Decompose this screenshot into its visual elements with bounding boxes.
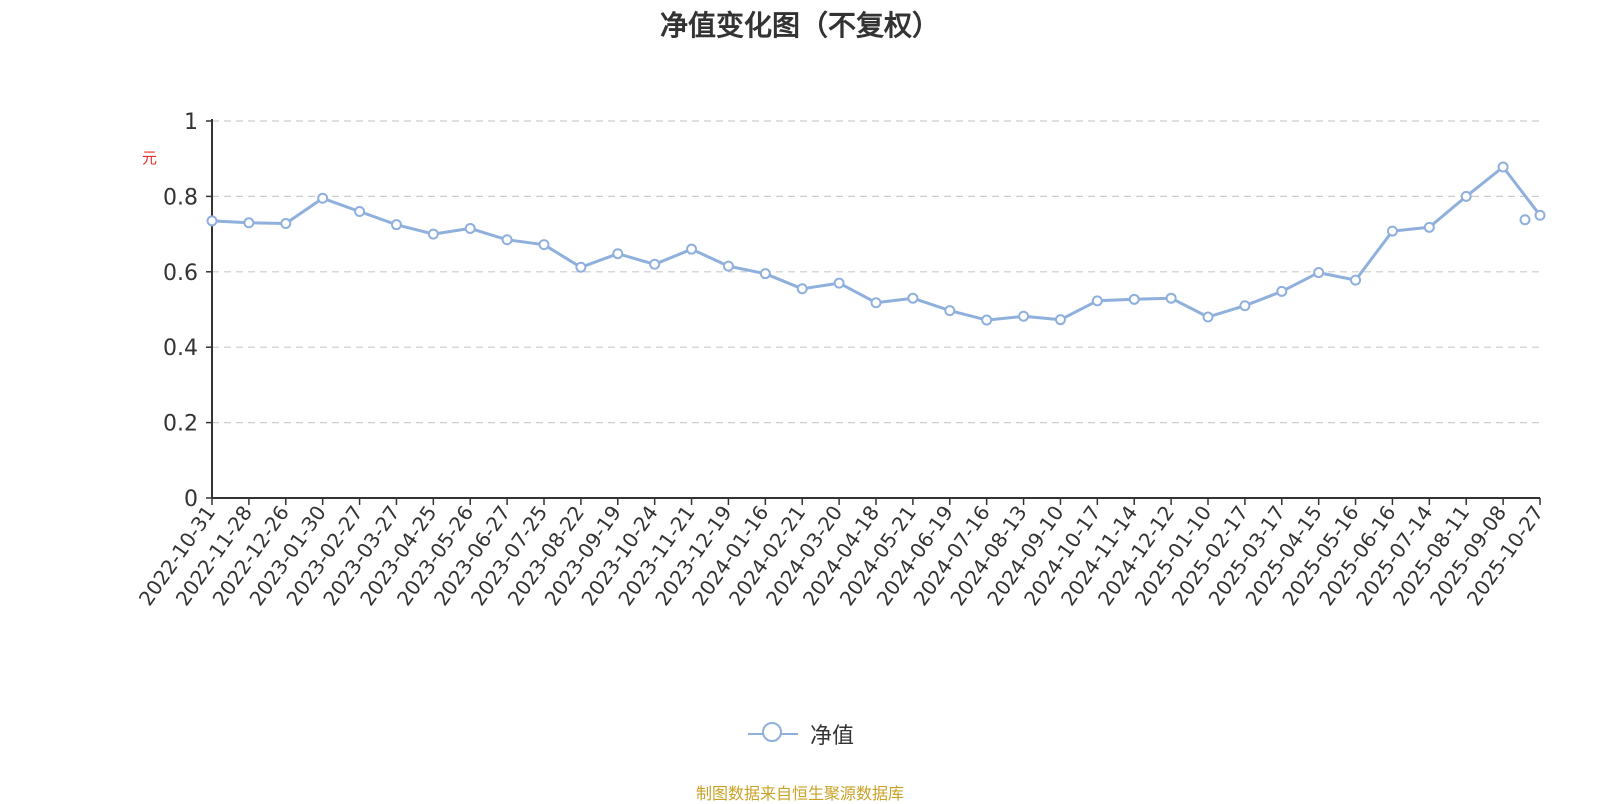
data-point: [649, 258, 661, 270]
data-point: [722, 260, 734, 272]
data-point: [280, 218, 292, 230]
data-point: [759, 268, 771, 280]
y-tick-labels: 0 0.2 0.4 0.6 0.8 1: [163, 110, 198, 512]
axes: [206, 119, 1541, 505]
data-point: [1350, 274, 1362, 286]
data-point: [1239, 300, 1251, 312]
data-point: [686, 243, 698, 255]
data-point: [870, 297, 882, 309]
legend[interactable]: 净值: [748, 718, 854, 750]
legend-label: 净值: [810, 724, 855, 749]
y-tick-label: 0.2: [163, 412, 198, 437]
data-point: [501, 234, 513, 246]
data-point: [1202, 311, 1214, 323]
data-point: [1423, 221, 1435, 233]
y-tick-label: 0.8: [163, 185, 198, 210]
data-point: [317, 192, 329, 204]
y-axis-unit-label: 元: [140, 150, 158, 165]
data-point: [538, 239, 550, 251]
data-point: [206, 215, 218, 227]
y-tick-label: 0: [184, 487, 198, 512]
data-point: [427, 228, 439, 240]
data-point: [944, 305, 956, 317]
data-point: [907, 292, 919, 304]
data-point: [575, 261, 587, 273]
data-point: [464, 222, 476, 234]
data-point: [1018, 310, 1030, 322]
data-point: [354, 205, 366, 217]
data-source-note: 制图数据来自恒生聚源数据库: [695, 784, 904, 803]
y-tick-label: 0.6: [163, 261, 198, 286]
series-line: [211, 165, 1542, 322]
data-point: [612, 248, 624, 260]
series-layer: [206, 161, 1546, 326]
data-point: [390, 219, 402, 231]
data-point: [1313, 267, 1325, 279]
y-tick-label: 0.4: [163, 336, 198, 361]
data-point: [833, 277, 845, 289]
legend-line-icon: [748, 722, 798, 742]
data-point: [1276, 285, 1288, 297]
chart-title: 净值变化图（不复权）: [659, 9, 940, 42]
grid-lines: [212, 120, 1540, 424]
data-point: [1534, 209, 1546, 221]
x-tick-labels: 2022-10-312022-11-282022-12-262023-01-30…: [134, 501, 1548, 610]
data-point: [1386, 225, 1398, 237]
data-point: [1128, 293, 1140, 305]
data-point: [1165, 292, 1177, 304]
data-point: [1497, 161, 1509, 173]
data-point: [243, 217, 255, 229]
data-point: [796, 283, 808, 295]
data-point: [1460, 190, 1472, 202]
y-tick-label: 1: [184, 110, 198, 135]
data-point: [981, 314, 993, 326]
data-point: [1054, 314, 1066, 326]
data-point: [1091, 295, 1103, 307]
data-point: [1519, 214, 1531, 226]
